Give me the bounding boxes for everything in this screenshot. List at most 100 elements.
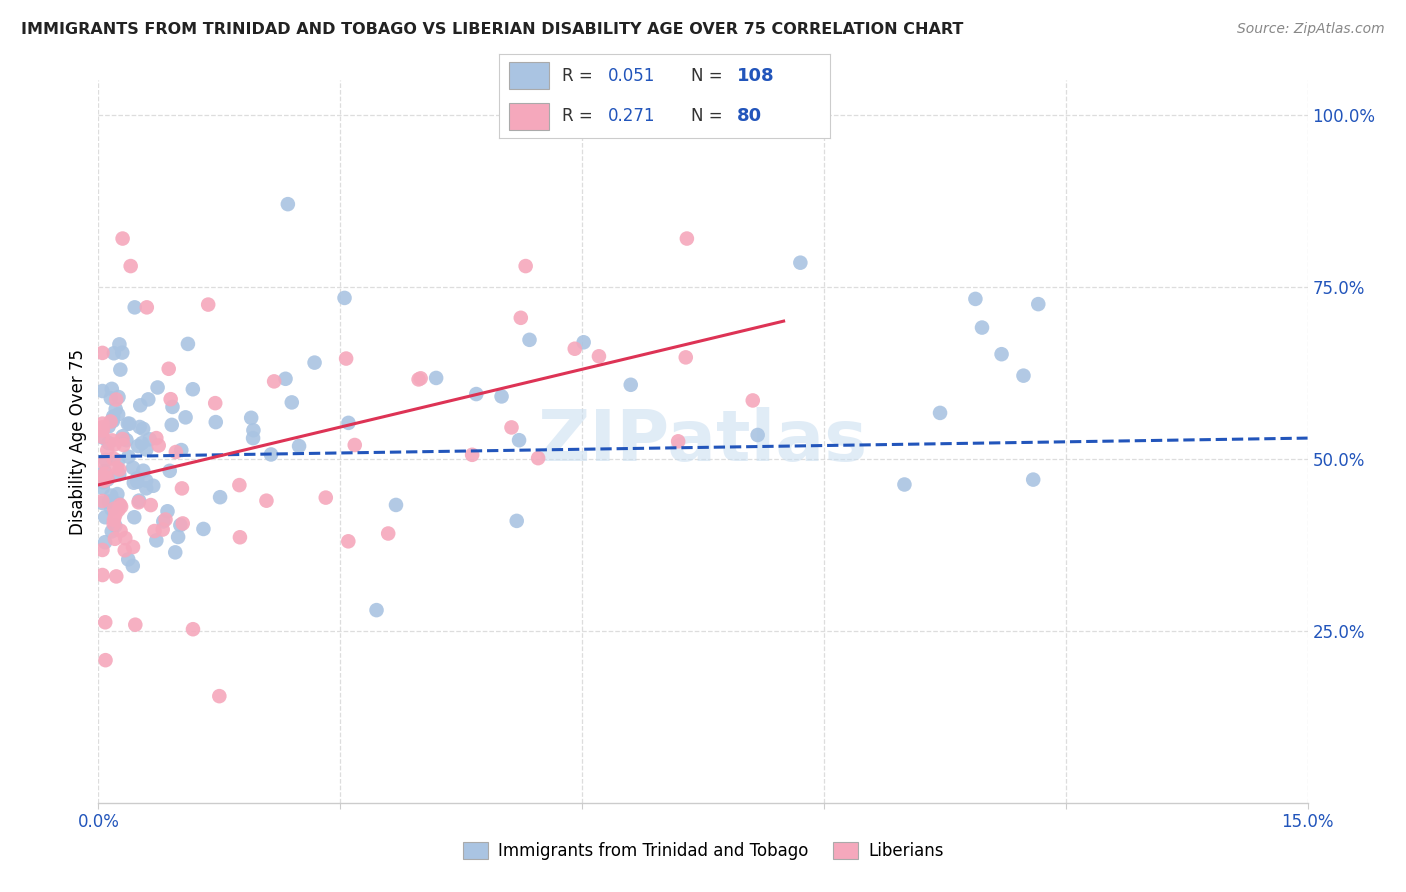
Point <box>104 518 127 533</box>
Point <box>122 460 145 475</box>
Point <box>118 417 141 431</box>
Point <box>970 320 993 334</box>
Point <box>91 346 114 360</box>
Point <box>107 503 129 517</box>
Point <box>135 474 157 488</box>
Point <box>165 545 187 559</box>
Point <box>181 382 204 396</box>
Point <box>107 497 129 511</box>
Point <box>228 478 250 492</box>
Point <box>277 197 299 211</box>
Point <box>94 653 117 667</box>
Point <box>91 420 114 434</box>
Point <box>100 415 122 429</box>
Point <box>588 349 610 363</box>
Point <box>155 512 177 526</box>
Point <box>117 552 139 566</box>
Point <box>508 433 530 447</box>
Point <box>170 443 193 458</box>
Point <box>333 291 356 305</box>
Point <box>128 493 150 508</box>
Point <box>121 558 143 573</box>
Point <box>101 434 124 448</box>
Point <box>139 498 162 512</box>
Point <box>929 406 952 420</box>
Point <box>114 543 136 558</box>
Point <box>93 464 115 478</box>
Point <box>103 409 125 424</box>
Point <box>152 523 174 537</box>
Point <box>127 475 149 489</box>
Point <box>100 524 122 539</box>
Point <box>666 434 689 449</box>
Point <box>100 489 122 503</box>
Point <box>110 362 132 376</box>
Point <box>108 337 131 351</box>
Point <box>1026 297 1049 311</box>
Point <box>260 447 283 461</box>
Point <box>501 420 523 434</box>
Point <box>104 402 127 417</box>
Point <box>990 347 1012 361</box>
Point <box>506 514 529 528</box>
Point <box>127 471 149 485</box>
Point <box>229 530 252 544</box>
Point <box>509 310 531 325</box>
Point <box>172 516 194 531</box>
Point <box>519 333 541 347</box>
Point <box>145 431 167 445</box>
Point <box>94 467 117 481</box>
Point <box>105 461 128 475</box>
Point <box>91 494 114 508</box>
Point <box>143 524 166 538</box>
Point <box>1022 473 1045 487</box>
Point <box>112 438 135 452</box>
Point <box>377 526 399 541</box>
Point <box>111 429 134 443</box>
Point <box>135 442 157 457</box>
Point <box>91 481 114 495</box>
Point <box>135 481 157 495</box>
Point <box>111 345 134 359</box>
Point <box>146 380 169 394</box>
Point <box>91 496 114 510</box>
Point <box>98 495 121 509</box>
Point <box>148 438 170 452</box>
Point <box>108 462 131 476</box>
FancyBboxPatch shape <box>509 62 548 89</box>
Point <box>425 371 447 385</box>
Point <box>108 498 131 512</box>
Y-axis label: Disability Age Over 75: Disability Age Over 75 <box>69 349 87 534</box>
Point <box>103 346 125 360</box>
Point <box>242 431 264 445</box>
Point <box>152 515 174 529</box>
Point <box>107 390 129 404</box>
Point <box>108 467 131 482</box>
Point <box>93 474 115 488</box>
Point <box>105 569 128 583</box>
Point <box>337 534 360 549</box>
Point <box>204 396 226 410</box>
Point <box>142 479 165 493</box>
Point <box>461 448 484 462</box>
Text: 80: 80 <box>737 107 762 125</box>
Point <box>105 487 128 501</box>
Point <box>132 464 155 478</box>
Point <box>288 439 311 453</box>
Point <box>408 372 430 386</box>
Point <box>167 530 190 544</box>
Point <box>111 231 134 245</box>
Point <box>157 361 180 376</box>
Point <box>965 292 987 306</box>
Point <box>256 493 278 508</box>
Point <box>94 615 117 630</box>
Text: N =: N = <box>690 67 728 85</box>
FancyBboxPatch shape <box>509 103 548 130</box>
Point <box>101 414 124 428</box>
Point <box>104 532 127 546</box>
Point <box>91 430 114 444</box>
Text: R =: R = <box>562 107 598 125</box>
Point <box>101 382 124 396</box>
Point <box>94 535 117 549</box>
Point <box>122 475 145 490</box>
